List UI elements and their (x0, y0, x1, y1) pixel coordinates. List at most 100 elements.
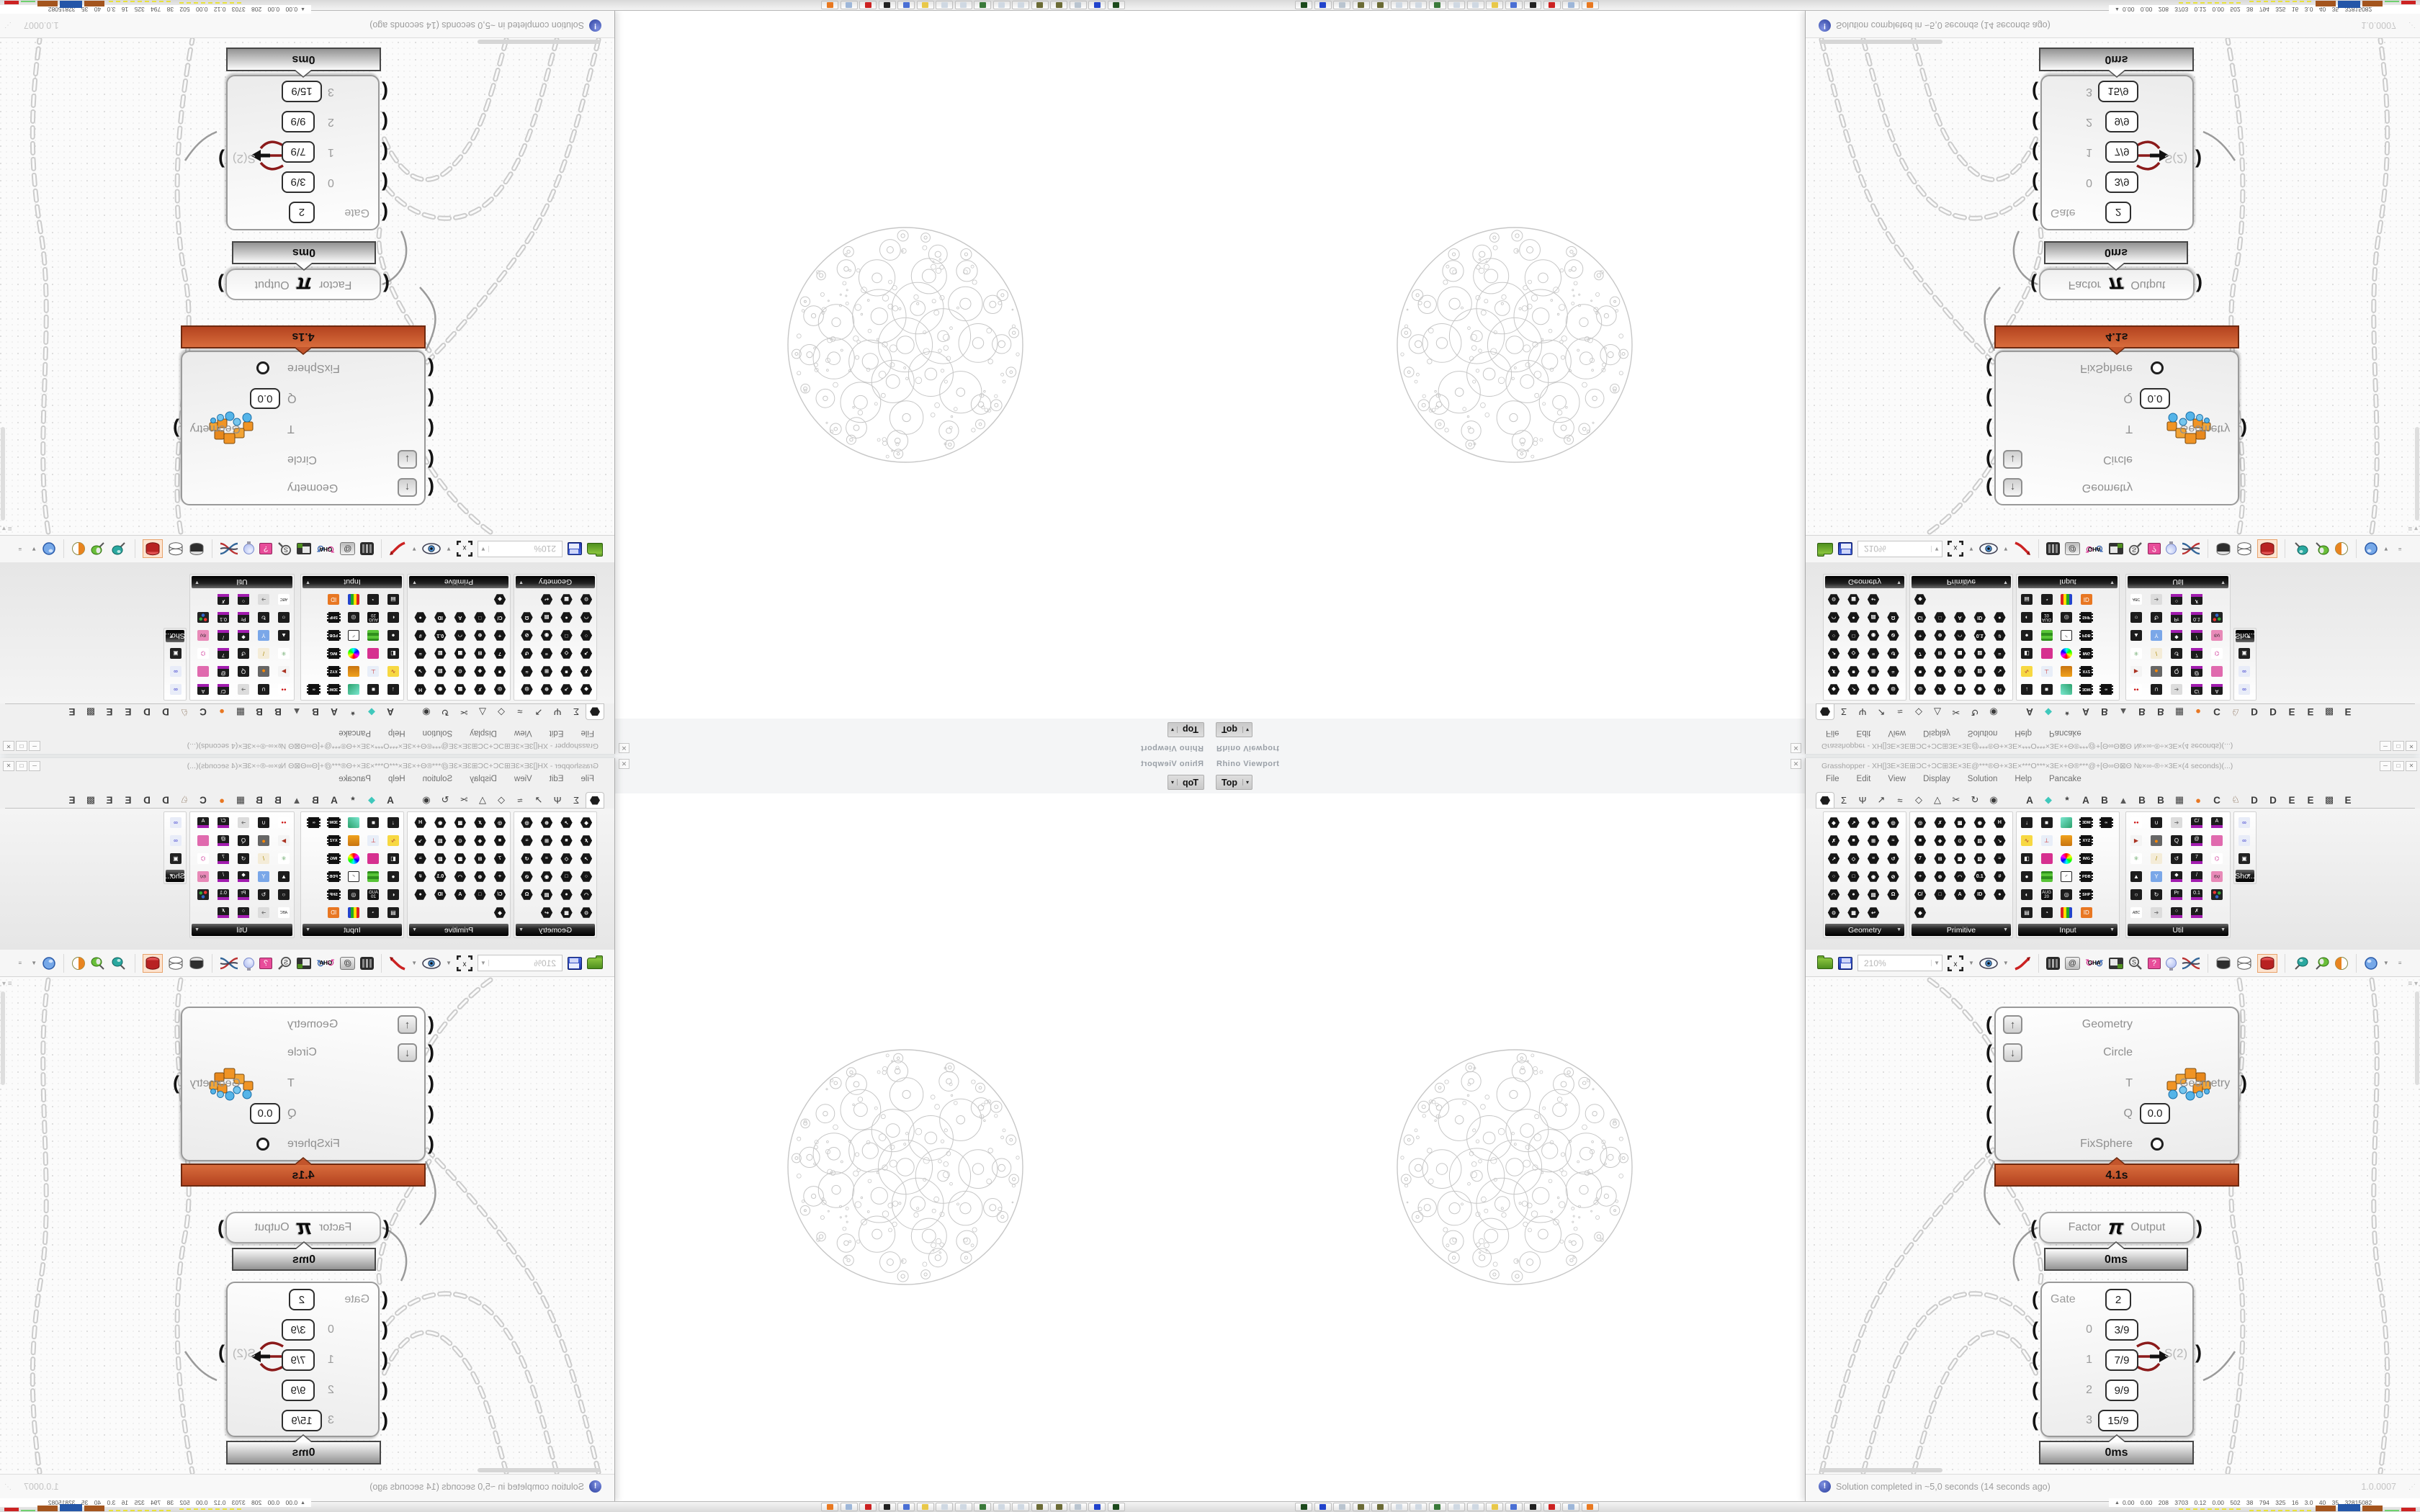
tab-plugin-17[interactable]: B (256, 794, 263, 806)
menu-help[interactable]: Help (2015, 775, 2033, 783)
minimize-button[interactable]: ─ (29, 741, 40, 751)
menu-file[interactable]: File (1826, 775, 1839, 783)
palette-icon[interactable]: ▤ (539, 609, 555, 626)
chevron-down-icon[interactable]: ▼ (305, 580, 310, 585)
gate-value-box[interactable]: 2 (2105, 1289, 2131, 1310)
input-socket[interactable]: ( (428, 477, 434, 499)
chevron-down-icon[interactable]: ▼ (2002, 960, 2009, 966)
toolbar-folder[interactable] (587, 543, 603, 557)
palette-icon[interactable] (346, 850, 362, 867)
chevron-down-icon[interactable]: ▼ (446, 546, 452, 552)
input-socket[interactable]: ( (2032, 1288, 2038, 1310)
tab-plugin-21[interactable]: ♘ (180, 707, 189, 718)
menu-file[interactable]: File (581, 729, 594, 737)
palette-icon[interactable]: ↺ (236, 645, 251, 662)
tab-plugin-11[interactable]: ◆ (2045, 794, 2052, 805)
input-socket[interactable]: ( (428, 1133, 434, 1154)
fixsphere-component[interactable]: ↑ Geometry ↓ Circle T Q 0.0 FixSphere (173, 351, 434, 505)
chevron-down-icon[interactable]: ▼ (519, 580, 524, 585)
arrow-up-icon[interactable]: ↑ (2003, 478, 2022, 497)
arrow-up-icon[interactable]: ↑ (398, 1015, 417, 1034)
close-button[interactable]: ✕ (3, 761, 14, 771)
palette-icon[interactable] (346, 645, 362, 662)
input-socket[interactable]: ( (2032, 1318, 2038, 1340)
palette-icon[interactable]: ◇ (559, 850, 575, 867)
taskbar-app-doc-1[interactable] (1012, 1, 1030, 9)
palette-icon[interactable]: ≡ (539, 850, 555, 867)
tab-curve[interactable]: ≈ (1897, 794, 1903, 806)
canvas-widget-icon[interactable]: ≡ ▾ (2408, 524, 2418, 532)
menu-view[interactable]: View (514, 729, 532, 737)
gate-value-box[interactable]: 2 (2105, 202, 2131, 223)
toolbar-floppy[interactable] (1838, 542, 1852, 556)
chevron-down-icon[interactable]: ▼ (2220, 580, 2226, 585)
palette-icon[interactable]: ∞ (168, 681, 184, 698)
palette-icon[interactable]: Q (236, 663, 251, 680)
maximize-button[interactable]: □ (2393, 761, 2404, 771)
palette-icon[interactable]: ↘ (413, 663, 429, 680)
tab-plugin-12[interactable]: * (2065, 794, 2069, 806)
toolbar-search[interactable]: S (277, 542, 292, 557)
pi-component[interactable]: Factor π Output ( ) (2030, 269, 2202, 300)
minimize-button[interactable]: ─ (29, 761, 40, 771)
palette-icon[interactable]: ⊘ (1886, 627, 1901, 644)
taskbar-app-help[interactable] (1505, 1503, 1523, 1511)
tab-params[interactable] (1816, 704, 1834, 720)
input-socket[interactable]: ( (382, 1349, 388, 1370)
chevron-down-icon[interactable]: ▼ (2246, 873, 2251, 878)
arrow-down-icon[interactable]: ↓ (398, 450, 417, 469)
palette-icon[interactable]: ◧ (385, 645, 401, 662)
palette-icon[interactable]: ⊞ (472, 850, 488, 867)
output-socket[interactable]: ) (2195, 149, 2202, 171)
palette-icon[interactable]: ↺ (519, 645, 535, 662)
tab-plugin-26[interactable]: ▩ (86, 794, 96, 805)
palette-icon[interactable]: ID (326, 591, 341, 608)
zoom-level-combo[interactable]: 210% ▼ (1857, 541, 1942, 557)
taskbar-app-calculator[interactable] (1562, 1, 1579, 9)
menu-help[interactable]: Help (387, 775, 405, 783)
palette-icon[interactable]: SHP (2079, 886, 2094, 903)
tab-mesh[interactable]: △ (1934, 794, 1941, 805)
palette-icon[interactable]: AUG 20 (2040, 612, 2053, 623)
palette-icon[interactable]: + (1912, 627, 1928, 644)
palette-icon[interactable]: A (452, 609, 468, 626)
input-socket[interactable]: ( (382, 172, 388, 194)
palette-icon[interactable]: Pr (236, 886, 251, 903)
taskbar-app-doc-2[interactable] (1410, 1, 1427, 9)
input-socket[interactable]: ( (382, 1288, 388, 1310)
palette-icon[interactable]: ●● (276, 814, 292, 831)
arrow-down-icon[interactable]: ↓ (2003, 1043, 2022, 1062)
toolbar-wire-display[interactable] (220, 542, 238, 557)
close-button[interactable]: ✕ (2406, 741, 2417, 751)
zoom-level-combo[interactable]: 210% ▼ (478, 541, 563, 557)
palette-icon[interactable]: ▶ (276, 832, 292, 849)
palette-icon[interactable]: ◈ (1932, 663, 1948, 680)
palette-icon[interactable]: ▩ (1952, 850, 1968, 867)
toolbar-grip-icon[interactable]: ≡ (18, 960, 22, 966)
input-socket[interactable]: ( (1986, 418, 1992, 440)
output-socket[interactable]: ) (2196, 274, 2202, 295)
palette-icon[interactable]: ● (559, 609, 575, 626)
tab-plugin-10[interactable]: A (387, 706, 394, 718)
titlebar[interactable]: Grasshopper - XH[]3E×3E⊞ƆC+ƆC⊞3E×3E@***®… (0, 738, 614, 754)
palette-icon[interactable]: ↺ (1886, 645, 1901, 662)
palette-icon[interactable]: Ω (519, 886, 535, 903)
taskbar-app-doc-2[interactable] (993, 1, 1010, 9)
gate-value-box[interactable]: 2 (289, 1289, 315, 1310)
palette-icon[interactable]: ◉ (539, 868, 555, 885)
palette-icon[interactable]: ⊙ (1952, 663, 1968, 680)
taskbar-app-doc-4[interactable] (936, 1503, 954, 1511)
output-socket[interactable]: ) (218, 274, 224, 295)
canvas-vscrollbar[interactable] (1, 427, 5, 521)
palette-icon[interactable]: 0.1 (432, 868, 448, 885)
toolbar-pin-selected[interactable] (112, 956, 127, 971)
toolbar-floppy[interactable] (1838, 956, 1852, 970)
palette-icon[interactable]: ∞ (2098, 814, 2114, 831)
palette-icon[interactable]: ⊙ (452, 832, 468, 849)
taskbar-app-emulator[interactable] (1295, 1503, 1312, 1511)
tab-plugin-23[interactable]: D (143, 706, 151, 718)
viewport-selector[interactable]: Top ▾ (1216, 722, 1252, 737)
palette-icon[interactable]: ↺ (2169, 850, 2184, 867)
palette-icon[interactable]: ↺ (1886, 850, 1901, 867)
gh-canvas[interactable]: ↑ Geometry ↓ Circle T Q 0.0 FixSphere (0, 38, 614, 535)
